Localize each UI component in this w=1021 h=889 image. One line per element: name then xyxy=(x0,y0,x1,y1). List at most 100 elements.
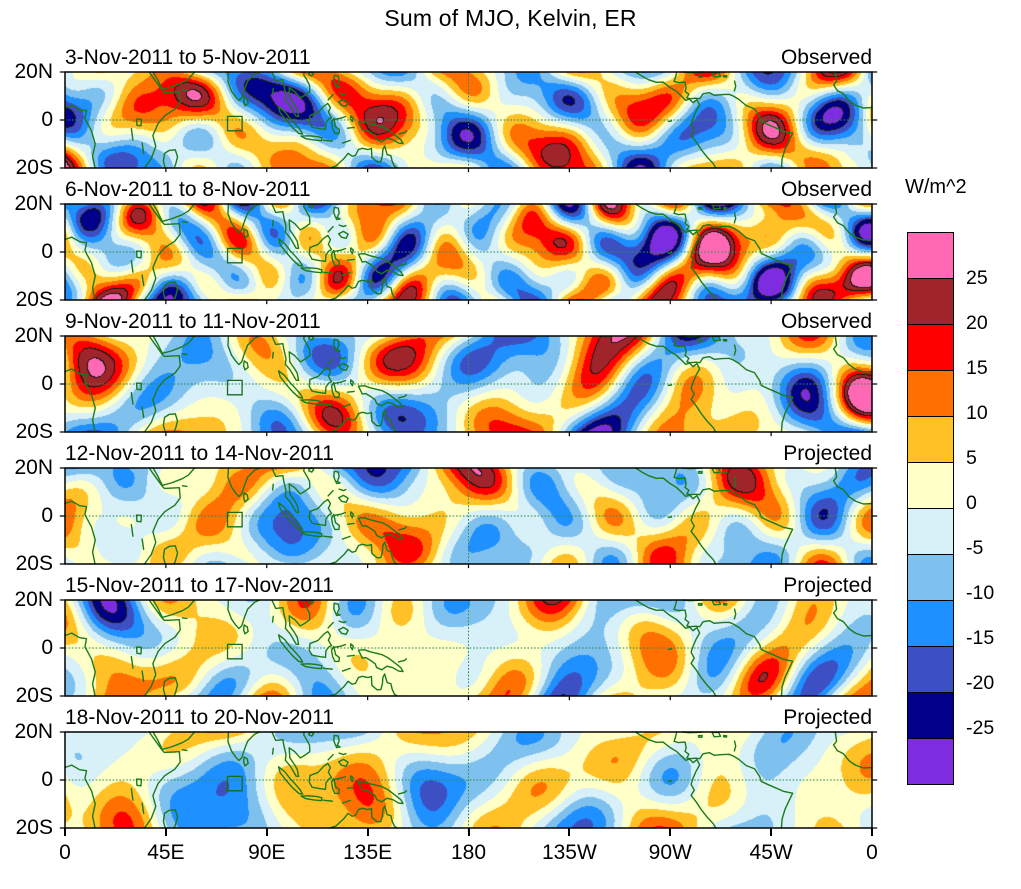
x-tick-mark xyxy=(366,828,369,836)
map-overlay xyxy=(65,732,872,828)
x-tick-label: 90E xyxy=(248,841,286,864)
x-tick-label: 135E xyxy=(343,841,393,864)
panel-status: Observed xyxy=(780,46,872,69)
panel-header: 3-Nov-2011 to 5-Nov-2011 Observed xyxy=(65,36,872,72)
panel-status: Projected xyxy=(783,574,872,597)
colorbar-unit-label: W/m^2 xyxy=(905,176,967,198)
x-tick-mark xyxy=(467,828,470,836)
colorbar-cell xyxy=(908,646,953,692)
coastlines xyxy=(65,732,872,828)
colorbar-cells xyxy=(907,232,954,785)
colorbar-cell xyxy=(908,233,953,278)
colorbar-tick-label: -25 xyxy=(966,717,995,739)
y-tick-label: 0 xyxy=(41,372,53,395)
map-overlay xyxy=(65,468,872,564)
coastlines xyxy=(65,600,872,696)
panel: 15-Nov-2011 to 17-Nov-2011 Projected 20N 0 2… xyxy=(0,564,1021,707)
colorbar-cell xyxy=(908,738,953,784)
panel: 12-Nov-2011 to 14-Nov-2011 Projected 20N 0 2… xyxy=(0,432,1021,575)
x-tick-label: 45E xyxy=(147,841,185,864)
y-tick-label: 20N xyxy=(14,192,53,215)
panel-border xyxy=(65,204,872,300)
roi-box xyxy=(228,380,243,394)
colorbar-cell xyxy=(908,278,953,324)
colorbar-tick-label: 20 xyxy=(966,312,988,334)
panel-border xyxy=(65,72,872,168)
x-tick-mark xyxy=(164,828,167,836)
colorbar-tick-label: 5 xyxy=(966,447,977,469)
y-tick-label: 0 xyxy=(41,636,53,659)
x-axis: 0 45E 90E 135E 180 135W 90W 45W 0 xyxy=(59,828,878,874)
panel-plot: 20N 0 20S xyxy=(14,324,872,443)
panel-status: Projected xyxy=(783,706,872,729)
roi-box xyxy=(228,776,243,790)
panel-header: 12-Nov-2011 to 14-Nov-2011 Projected xyxy=(65,432,872,468)
colorbar-tick-label: -10 xyxy=(966,582,995,604)
panel: 9-Nov-2011 to 11-Nov-2011 Observed 20N 0 20S xyxy=(0,300,1021,443)
y-tick-label: 0 xyxy=(41,108,53,131)
panel-status: Observed xyxy=(780,310,872,333)
axis-ticks xyxy=(60,72,877,172)
panel-border xyxy=(65,600,872,696)
x-tick-label: 0 xyxy=(866,841,878,864)
y-tick-label: 20N xyxy=(14,588,53,611)
x-tick-mark xyxy=(871,828,873,836)
roi-box xyxy=(228,644,243,658)
x-tick-mark xyxy=(770,828,773,836)
axis-ticks xyxy=(60,204,877,304)
x-tick-mark xyxy=(568,828,571,836)
map-overlay xyxy=(65,600,872,696)
x-tick-label: 90W xyxy=(648,841,692,864)
panel: 18-Nov-2011 to 20-Nov-2011 Projected 20N 0 2… xyxy=(0,696,1021,839)
colorbar-cell xyxy=(908,370,953,416)
panels-container: 3-Nov-2011 to 5-Nov-2011 Observed 20N 0 20S 6… xyxy=(0,36,1021,839)
x-tick-label: 180 xyxy=(450,841,487,864)
x-tick-label: 45W xyxy=(749,841,793,864)
colorbar: W/m^2 25 20 15 10 5 0 -5 -10 -15 -20 -25 xyxy=(905,176,994,785)
colorbar-tick-label: 25 xyxy=(966,267,988,289)
colorbar-tick-label: -20 xyxy=(966,672,995,694)
y-tick-label: 20S xyxy=(15,288,53,311)
colorbar-tick-label: 15 xyxy=(966,357,988,379)
panel-date-range: 3-Nov-2011 to 5-Nov-2011 xyxy=(65,46,311,69)
colorbar-tick-label: -15 xyxy=(966,627,995,649)
panel-date-range: 15-Nov-2011 to 17-Nov-2011 xyxy=(65,574,334,597)
panel-plot: 20N 0 20S xyxy=(14,588,872,707)
panel-date-range: 12-Nov-2011 to 14-Nov-2011 xyxy=(65,442,334,465)
colorbar-tick-label: -5 xyxy=(966,537,984,559)
panel-header: 6-Nov-2011 to 8-Nov-2011 Observed xyxy=(65,168,872,204)
panel-plot: 20N 0 20S xyxy=(14,456,872,575)
panel: 3-Nov-2011 to 5-Nov-2011 Observed 20N 0 20S xyxy=(0,36,1021,179)
colorbar-tick-label: 0 xyxy=(966,492,977,514)
map-overlay xyxy=(65,72,872,168)
colorbar-cell xyxy=(908,416,953,462)
figure-title: Sum of MJO, Kelvin, ER xyxy=(384,5,637,31)
colorbar-cell xyxy=(908,554,953,600)
colorbar-cell xyxy=(908,508,953,554)
y-tick-label: 20S xyxy=(15,684,53,707)
axis-ticks xyxy=(60,336,877,436)
roi-box xyxy=(228,512,243,526)
panel-date-range: 9-Nov-2011 to 11-Nov-2011 xyxy=(65,310,321,333)
roi-box xyxy=(228,248,243,262)
panel-border xyxy=(65,336,872,432)
colorbar-cell xyxy=(908,600,953,646)
y-tick-label: 20N xyxy=(14,324,53,347)
panel-plot: 20N 0 20S xyxy=(14,60,872,179)
x-tick-mark xyxy=(669,828,672,836)
map-overlay xyxy=(65,204,872,300)
coastlines xyxy=(65,336,872,432)
axis-ticks xyxy=(60,600,877,700)
panel-header: 15-Nov-2011 to 17-Nov-2011 Projected xyxy=(65,564,872,600)
panel-header: 9-Nov-2011 to 11-Nov-2011 Observed xyxy=(65,300,872,336)
y-tick-label: 20S xyxy=(15,156,53,179)
colorbar-tick-label: 10 xyxy=(966,402,988,424)
y-tick-label: 20S xyxy=(15,420,53,443)
x-tick-mark xyxy=(64,828,66,836)
y-tick-label: 0 xyxy=(41,768,53,791)
y-tick-label: 20S xyxy=(15,816,53,839)
coastlines xyxy=(65,204,872,300)
x-tick-mark xyxy=(265,828,268,836)
y-tick-label: 20N xyxy=(14,456,53,479)
colorbar-cell xyxy=(908,692,953,738)
